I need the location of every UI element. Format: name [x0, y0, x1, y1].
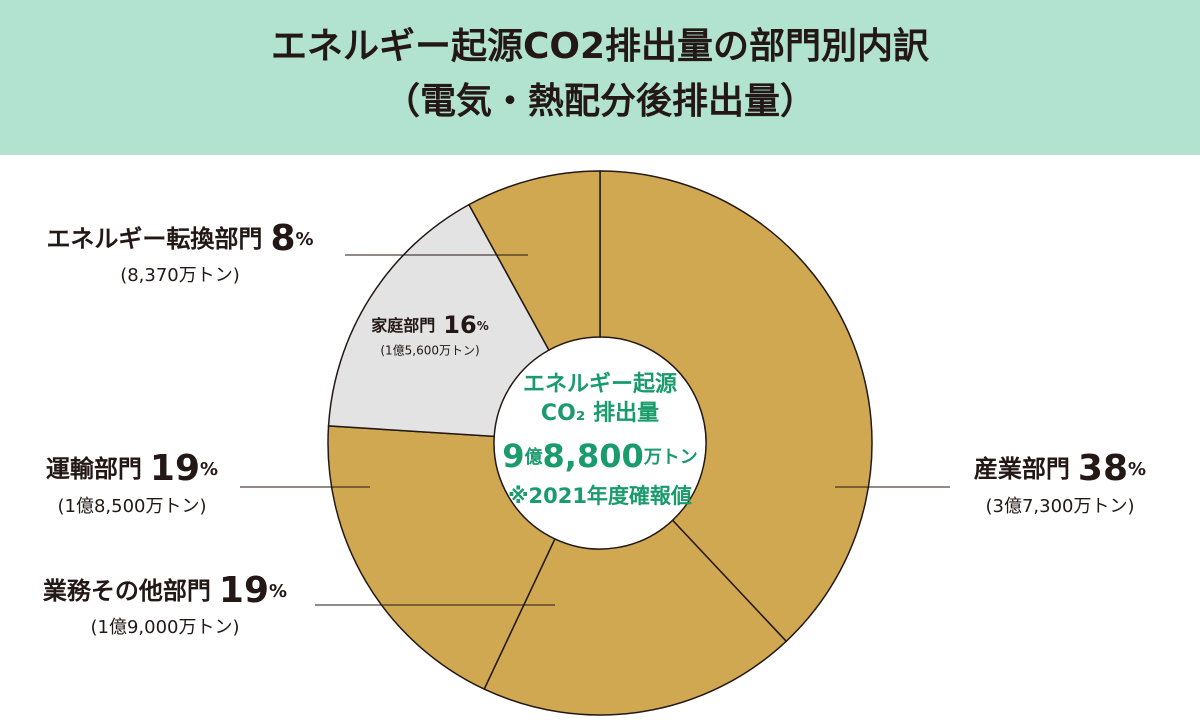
- percent-unit: %: [477, 319, 489, 333]
- chart-subtitle: （電気・熱配分後排出量）: [384, 81, 816, 122]
- category-name: 業務その他部門: [43, 577, 211, 605]
- category-name: エネルギー転換部門: [46, 225, 262, 253]
- amount-label: (3億7,300万トン): [985, 496, 1134, 517]
- slice-label: 家庭部門 16%: [371, 311, 488, 339]
- chart-title: エネルギー起源CO2排出量の部門別内訳: [271, 26, 930, 67]
- donut-slice: [599, 170, 873, 643]
- total-part: 万トン: [643, 447, 698, 468]
- center-line: エネルギー起源: [523, 372, 677, 397]
- amount-label: (1億5,600万トン): [380, 344, 479, 358]
- category-name: 産業部門: [974, 455, 1070, 483]
- donut-slice: [467, 170, 601, 352]
- donut-hole: [495, 338, 705, 548]
- total-part: 8,800: [543, 437, 644, 475]
- center-note: ※2021年度確報値: [508, 484, 692, 508]
- category-name: 家庭部門: [371, 316, 435, 335]
- category-name: 運輸部門: [46, 455, 142, 483]
- center-line: CO₂ 排出量: [541, 401, 659, 426]
- percent-unit: %: [1128, 459, 1146, 480]
- donut-slice: [327, 425, 556, 691]
- header-band: [0, 0, 1200, 155]
- center-total: 9億8,800万トン: [502, 437, 697, 475]
- slice-label: 産業部門 38%: [974, 448, 1146, 489]
- percent-unit: %: [200, 459, 218, 480]
- percent-unit: %: [296, 229, 314, 250]
- slice-label: エネルギー転換部門 8%: [46, 218, 313, 259]
- percent-value: 16: [443, 311, 476, 339]
- percent-unit: %: [269, 581, 287, 602]
- slice-label: 業務その他部門 19%: [43, 570, 287, 611]
- percent-value: 19: [150, 448, 200, 489]
- amount-label: (1億8,500万トン): [57, 496, 206, 517]
- total-part: 億: [525, 446, 543, 468]
- percent-value: 8: [270, 218, 295, 259]
- donut-slice: [483, 519, 788, 716]
- percent-value: 38: [1078, 448, 1128, 489]
- slice-label: 運輸部門 19%: [46, 448, 218, 489]
- percent-value: 19: [219, 570, 269, 611]
- amount-label: (1億9,000万トン): [90, 617, 239, 638]
- total-part: 9: [502, 437, 524, 475]
- amount-label: (8,370万トン): [120, 265, 240, 286]
- donut-slice: [327, 203, 550, 438]
